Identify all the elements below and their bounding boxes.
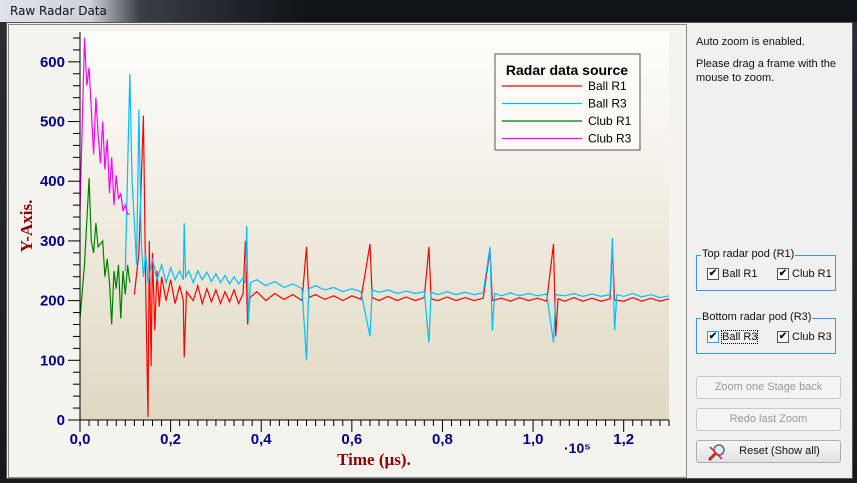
top-radar-pod-group: Top radar pod (R1) ✔ Ball R1 ✔ Club R1 (696, 248, 836, 291)
x-tick-label: 0,8 (432, 431, 453, 448)
group-label: Bottom radar pod (R3) (701, 311, 813, 323)
window-client: 0 100 200 300 400 500 600 0,0 0,2 0,4 0,6 0,8 1,0 1,2… (6, 22, 853, 479)
series-line-club-r3 (80, 37, 130, 215)
legend: Radar data source Ball R1 Ball R3 Club R1 C… (494, 53, 641, 151)
x-tick-label: 0,6 (341, 431, 362, 448)
x-multiplier: ·10⁵ (564, 440, 591, 456)
x-tick-label: 1,2 (613, 431, 634, 448)
checkbox-label: Ball R3 (720, 330, 759, 344)
x-tick-label: 0,4 (251, 431, 273, 448)
y-tick-label: 600 (40, 54, 65, 71)
series-line-ball-r1 (133, 115, 669, 418)
check-icon: ✔ (777, 268, 789, 280)
x-tick-label: 0,2 (160, 431, 181, 448)
y-tick-label: 200 (40, 293, 65, 310)
redo-zoom-button[interactable]: Redo last Zoom (696, 408, 841, 431)
checkbox-club-r3[interactable]: ✔ Club R3 (777, 331, 832, 343)
x-axis-label: Time (µs). (337, 450, 411, 469)
title-bar[interactable]: Raw Radar Data (0, 0, 857, 22)
series-line-club-r1 (80, 178, 131, 325)
group-label: Top radar pod (R1) (701, 248, 796, 260)
legend-entry: Club R1 (588, 114, 632, 128)
series-line-ball-r3 (124, 73, 669, 361)
y-tick-label: 400 (40, 173, 65, 190)
checkbox-ball-r1[interactable]: ✔ Ball R1 (707, 268, 757, 280)
reset-button[interactable]: Reset (Show all) (696, 440, 841, 463)
x-tick-label: 1,0 (523, 431, 544, 448)
window-title: Raw Radar Data (10, 4, 107, 18)
y-tick-label: 0 (57, 412, 65, 429)
check-icon: ✔ (707, 268, 719, 280)
y-tick-label: 100 (40, 352, 65, 369)
legend-entry: Club R3 (588, 132, 632, 146)
checkbox-label: Club R3 (792, 331, 832, 343)
bottom-radar-pod-group: Bottom radar pod (R3) ✔ Ball R3 ✔ Club R3 (696, 311, 836, 354)
checkbox-label: Ball R1 (722, 268, 758, 280)
check-icon: ✔ (777, 331, 789, 343)
magnifier-reset-icon (707, 444, 725, 461)
y-axis-label: Y-Axis. (17, 200, 36, 253)
x-tick-label: 0,0 (70, 431, 91, 448)
chart-panel[interactable]: 0 100 200 300 400 500 600 0,0 0,2 0,4 0,6 0,8 1,0 1,2… (8, 24, 687, 478)
check-icon: ✔ (707, 331, 719, 343)
legend-entry: Ball R1 (588, 79, 627, 93)
legend-entry: Ball R3 (588, 97, 627, 111)
legend-title: Radar data source (506, 62, 628, 78)
checkbox-ball-r3[interactable]: ✔ Ball R3 (707, 330, 759, 344)
checkbox-label: Club R1 (792, 268, 832, 280)
zoom-hint: Please drag a frame with the mouse to zo… (696, 58, 837, 84)
y-tick-label: 500 (40, 114, 65, 131)
zoom-back-button[interactable]: Zoom one Stage back (696, 376, 841, 399)
y-tick-label: 300 (40, 233, 65, 250)
reset-button-label: Reset (Show all) (739, 445, 820, 457)
auto-zoom-info: Auto zoom is enabled. (696, 36, 805, 48)
control-panel: Auto zoom is enabled. Please drag a fram… (690, 23, 852, 478)
checkbox-club-r1[interactable]: ✔ Club R1 (777, 268, 832, 280)
